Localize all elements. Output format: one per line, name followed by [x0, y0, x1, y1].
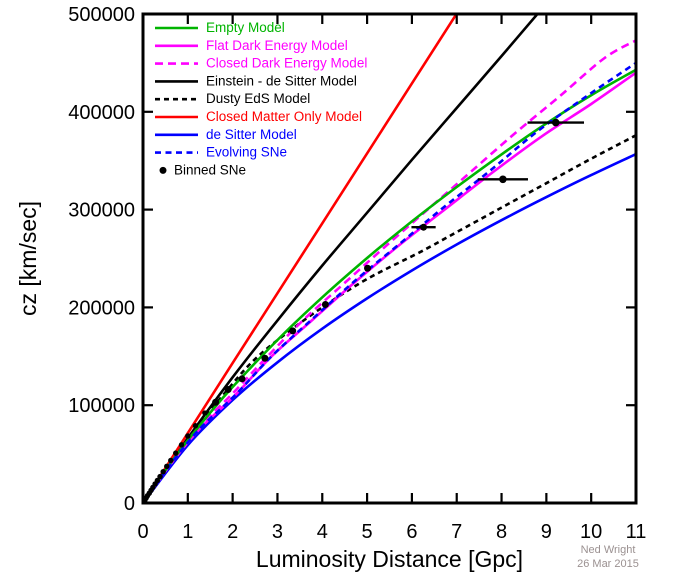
data-point [261, 354, 269, 362]
legend-label: Dusty EdS Model [206, 91, 310, 106]
legend-marker-dot [159, 166, 167, 174]
data-point [160, 469, 166, 475]
legend-label: Closed Dark Energy Model [206, 56, 367, 71]
x-tick-label: 3 [272, 521, 283, 543]
data-point [420, 223, 428, 231]
x-tick-label: 10 [580, 521, 602, 543]
data-point [499, 175, 507, 184]
x-tick-label: 6 [406, 521, 417, 543]
data-point [212, 398, 220, 406]
x-tick-label: 9 [541, 521, 552, 543]
data-point [192, 423, 199, 429]
legend-label: Binned SNe [174, 162, 246, 177]
legend-label: de Sitter Model [206, 127, 297, 142]
x-tick-label: 2 [227, 521, 238, 543]
x-tick-label: 11 [626, 521, 647, 543]
x-tick-label: 4 [317, 521, 328, 543]
data-point [173, 450, 179, 456]
x-tick-label: 1 [182, 521, 193, 543]
credit-line1: Ned Wright [581, 544, 636, 556]
data-point [154, 477, 161, 484]
data-point [164, 463, 170, 470]
x-tick-label: 5 [362, 521, 373, 543]
y-tick-label: 0 [124, 493, 135, 515]
legend-label: Evolving SNe [206, 145, 287, 160]
data-point [224, 386, 232, 394]
curve-closed-matter-only-model [143, 14, 459, 503]
y-tick-label: 500000 [68, 4, 135, 26]
data-point [178, 442, 185, 448]
y-tick-label: 100000 [68, 395, 135, 417]
legend-label: Empty Model [206, 20, 285, 35]
legend-label: Einstein - de Sitter Model [206, 73, 357, 88]
y-tick-label: 400000 [68, 102, 135, 124]
x-tick-label: 8 [496, 521, 507, 543]
curve-einstein-de-sitter-model [143, 14, 540, 503]
plot-border [141, 12, 638, 505]
data-point [157, 473, 163, 480]
data-point [185, 433, 191, 439]
data-point [202, 410, 208, 416]
data-point [551, 118, 560, 127]
data-point [289, 327, 297, 335]
y-axis-title: cz [km/sec] [15, 201, 41, 316]
y-tick-label: 200000 [68, 297, 135, 319]
data-point [364, 264, 372, 272]
data-point [168, 457, 174, 464]
x-tick-label: 7 [451, 521, 462, 543]
data-point [238, 375, 246, 383]
curve-evolving-sne [143, 61, 636, 503]
credit-line2: 26 Mar 2015 [577, 558, 639, 570]
legend-label: Flat Dark Energy Model [206, 38, 348, 53]
x-axis-title: Luminosity Distance [Gpc] [256, 546, 523, 572]
data-point [321, 300, 329, 308]
x-tick-label: 0 [137, 521, 148, 543]
curve-de-sitter-model [143, 152, 636, 503]
legend-label: Closed Matter Only Model [206, 109, 362, 124]
y-tick-label: 300000 [68, 200, 135, 222]
